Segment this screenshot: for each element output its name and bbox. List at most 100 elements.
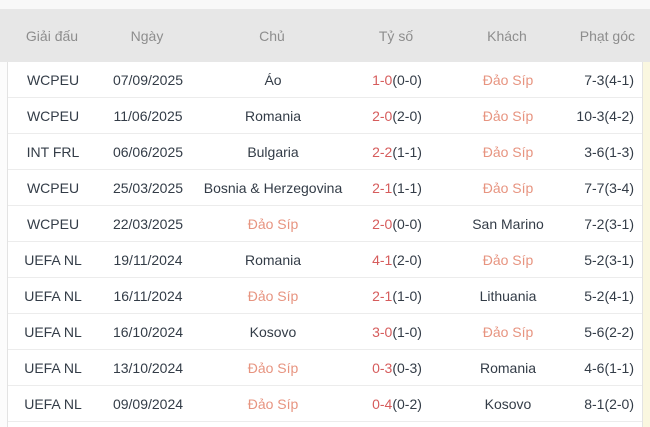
league-cell: WCPEU xyxy=(26,107,80,124)
fulltime-score: 3-0 xyxy=(372,323,393,340)
header-date: Ngày xyxy=(130,27,164,44)
date-cell: 22/03/2025 xyxy=(112,215,184,232)
score-cell: 3-0(1-0) xyxy=(348,324,446,340)
league-cell: WCPEU xyxy=(26,71,80,88)
score-cell: 1-0(0-0) xyxy=(348,72,446,88)
home-team-cell: Đảo Síp xyxy=(247,287,299,304)
away-team-cell: Romania xyxy=(479,359,537,376)
match-row: INT FRL 06/06/2025 Bulgaria 2-2(1-1) Đảo… xyxy=(8,134,642,170)
match-row: UEFA NL 09/09/2024 Đảo Síp 0-4(0-2) Koso… xyxy=(8,386,642,422)
date-cell: 16/10/2024 xyxy=(112,323,184,340)
halftime-score: (0-0) xyxy=(392,215,422,232)
fulltime-score: 4-1 xyxy=(372,251,393,268)
away-team-cell: Đảo Síp xyxy=(482,107,534,124)
fulltime-score: 0-3 xyxy=(372,359,393,376)
halftime-score: (1-1) xyxy=(392,143,422,160)
away-team-cell: Đảo Síp xyxy=(482,179,534,196)
score-cell: 2-1(1-1) xyxy=(348,180,446,196)
league-cell: INT FRL xyxy=(26,143,80,160)
league-cell: WCPEU xyxy=(26,179,80,196)
match-row: UEFA NL 16/11/2024 Đảo Síp 2-1(1-0) Lith… xyxy=(8,278,642,314)
table-body: WCPEU 07/09/2025 Áo 1-0(0-0) Đảo Síp 7-3… xyxy=(7,62,643,427)
home-team-cell: Romania xyxy=(244,251,302,268)
header-league: Giải đấu xyxy=(25,27,79,44)
corners-cell: 7-2(3-1) xyxy=(584,215,634,232)
home-team-cell: Bosnia & Herzegovina xyxy=(203,179,343,196)
home-team-cell: Đảo Síp xyxy=(247,215,299,232)
halftime-score: (0-0) xyxy=(392,71,422,88)
corners-cell: 5-2(3-1) xyxy=(584,251,634,268)
match-row: UEFA NL 13/10/2024 Đảo Síp 0-3(0-3) Roma… xyxy=(8,350,642,386)
halftime-score: (1-1) xyxy=(392,179,422,196)
date-cell: 06/06/2025 xyxy=(112,143,184,160)
date-cell: 16/11/2024 xyxy=(113,287,183,304)
score-cell: 2-0(0-0) xyxy=(348,216,446,232)
score-cell: 2-0(2-0) xyxy=(348,108,446,124)
home-team-cell: Đảo Síp xyxy=(247,359,299,376)
halftime-score: (1-0) xyxy=(392,323,422,340)
away-team-cell: Đảo Síp xyxy=(482,323,534,340)
fulltime-score: 2-1 xyxy=(372,179,393,196)
corners-cell: 7-7(3-4) xyxy=(584,179,634,196)
table-header: Giải đấu Ngày Chủ Tỷ số Khách Phạt góc xyxy=(0,9,650,62)
corners-cell: 5-6(2-2) xyxy=(584,323,634,340)
header-corners: Phạt góc xyxy=(579,27,635,44)
halftime-score: (2-0) xyxy=(392,107,422,124)
score-cell: 0-3(0-3) xyxy=(348,360,446,376)
home-team-cell: Kosovo xyxy=(249,323,297,340)
home-team-cell: Romania xyxy=(244,107,302,124)
match-row: WCPEU 22/03/2025 Đảo Síp 2-0(0-0) San Ma… xyxy=(8,206,642,242)
match-row: UEFA NL 19/11/2024 Romania 4-1(2-0) Đảo … xyxy=(8,242,642,278)
score-cell: 4-1(2-0) xyxy=(348,252,446,268)
league-cell: UEFA NL xyxy=(24,359,82,376)
league-cell: UEFA NL xyxy=(24,287,82,304)
league-cell: UEFA NL xyxy=(24,395,82,412)
right-gutter xyxy=(643,62,650,427)
away-team-cell: Đảo Síp xyxy=(482,251,534,268)
away-team-cell: San Marino xyxy=(472,215,544,232)
corners-cell: 4-6(1-1) xyxy=(584,359,634,376)
date-cell: 13/10/2024 xyxy=(112,359,184,376)
match-row: WCPEU 07/09/2025 Áo 1-0(0-0) Đảo Síp 7-3… xyxy=(8,62,642,98)
fulltime-score: 2-0 xyxy=(372,107,393,124)
corners-cell: 7-3(4-1) xyxy=(584,71,634,88)
match-row: WCPEU 11/06/2025 Romania 2-0(2-0) Đảo Sí… xyxy=(8,98,642,134)
date-cell: 09/09/2024 xyxy=(112,395,184,412)
header-home: Chủ xyxy=(259,27,285,44)
home-team-cell: Áo xyxy=(264,71,282,88)
score-cell: 0-4(0-2) xyxy=(348,396,446,412)
corners-cell: 8-1(2-0) xyxy=(584,395,634,412)
header-away: Khách xyxy=(487,27,527,44)
match-row: WCPEU 25/03/2025 Bosnia & Herzegovina 2-… xyxy=(8,170,642,206)
home-team-cell: Đảo Síp xyxy=(247,395,299,412)
league-cell: WCPEU xyxy=(26,215,80,232)
fulltime-score: 0-4 xyxy=(372,395,393,412)
top-spacer xyxy=(0,0,650,9)
date-cell: 19/11/2024 xyxy=(113,251,183,268)
date-cell: 25/03/2025 xyxy=(112,179,184,196)
header-score: Tỷ số xyxy=(378,27,414,44)
score-cell: 2-1(1-0) xyxy=(348,288,446,304)
away-team-cell: Lithuania xyxy=(479,287,537,304)
score-cell: 2-2(1-1) xyxy=(348,144,446,160)
corners-cell: 5-2(4-1) xyxy=(584,287,634,304)
away-team-cell: Đảo Síp xyxy=(482,143,534,160)
halftime-score: (2-0) xyxy=(392,251,422,268)
away-team-cell: Đảo Síp xyxy=(482,71,534,88)
date-cell: 07/09/2025 xyxy=(112,71,184,88)
corners-cell: 3-6(1-3) xyxy=(584,143,634,160)
away-team-cell: Kosovo xyxy=(484,395,532,412)
fulltime-score: 1-0 xyxy=(372,71,393,88)
home-team-cell: Bulgaria xyxy=(247,143,299,160)
match-row: UEFA NL 16/10/2024 Kosovo 3-0(1-0) Đảo S… xyxy=(8,314,642,350)
halftime-score: (0-2) xyxy=(392,395,422,412)
league-cell: UEFA NL xyxy=(24,251,82,268)
date-cell: 11/06/2025 xyxy=(113,107,183,124)
halftime-score: (0-3) xyxy=(392,359,422,376)
fulltime-score: 2-1 xyxy=(372,287,393,304)
league-cell: UEFA NL xyxy=(24,323,82,340)
table-body-wrap: WCPEU 07/09/2025 Áo 1-0(0-0) Đảo Síp 7-3… xyxy=(0,62,650,427)
fulltime-score: 2-2 xyxy=(372,143,393,160)
corners-cell: 10-3(4-2) xyxy=(576,107,634,124)
